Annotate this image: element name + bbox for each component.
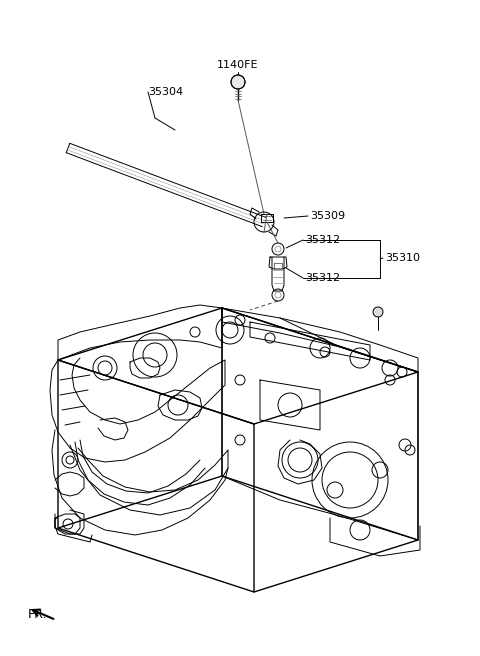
Text: 35312: 35312 (305, 235, 340, 245)
Text: 35309: 35309 (310, 211, 345, 221)
Text: 1140FE: 1140FE (217, 60, 259, 70)
Circle shape (231, 75, 245, 89)
Text: FR.: FR. (28, 609, 48, 621)
Circle shape (373, 307, 383, 317)
Text: 35304: 35304 (148, 87, 183, 97)
Text: 35312: 35312 (305, 273, 340, 283)
Text: 35310: 35310 (385, 253, 420, 263)
